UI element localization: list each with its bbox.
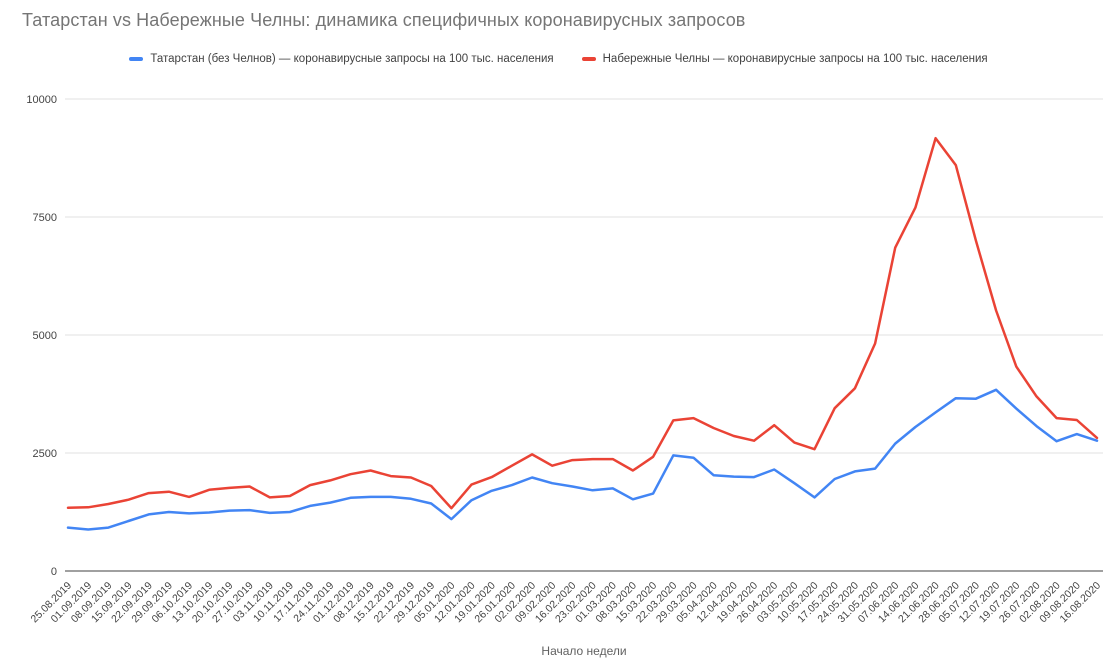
legend-label-tatarstan: Татарстан (без Челнов) — коронавирусные … — [150, 53, 554, 65]
y-tick-label: 10000 — [26, 94, 57, 106]
y-tick-label: 5000 — [33, 330, 57, 342]
legend: Татарстан (без Челнов) — коронавирусные … — [0, 53, 1117, 65]
chart-title: Татарстан vs Набережные Челны: динамика … — [22, 10, 746, 30]
y-tick-label: 2500 — [33, 448, 57, 460]
legend-item-tatarstan: Татарстан (без Челнов) — коронавирусные … — [129, 53, 554, 65]
series-chelny-line — [66, 136, 1099, 510]
legend-swatch-blue-icon — [129, 57, 144, 61]
legend-swatch-red-icon — [581, 57, 596, 61]
legend-label-chelny: Набережные Челны — коронавирусные запрос… — [602, 53, 988, 65]
series-tatarstan-line — [66, 388, 1099, 531]
x-axis-title: Начало недели — [541, 644, 626, 658]
legend-item-chelny: Набережные Челны — коронавирусные запрос… — [581, 53, 988, 65]
y-tick-label: 0 — [51, 566, 57, 578]
y-tick-label: 7500 — [33, 212, 57, 224]
